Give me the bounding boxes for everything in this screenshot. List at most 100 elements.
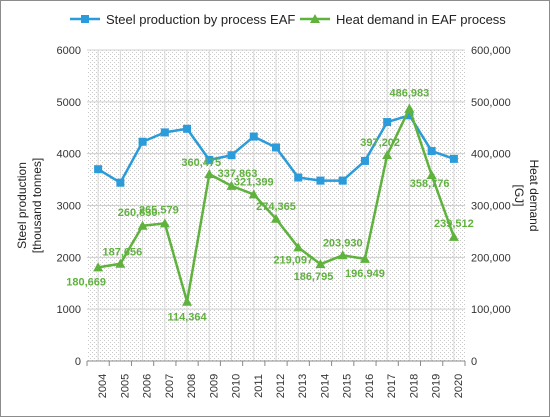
series-steel-production xyxy=(94,111,458,187)
point-heat-demand xyxy=(159,218,170,228)
point-heat-demand xyxy=(337,250,348,260)
data-label-heat-demand: 337,863 xyxy=(218,168,258,180)
point-steel-production xyxy=(227,151,236,160)
y-left-axis-title: Steel production[thousand tonnes] xyxy=(15,158,44,253)
point-heat-demand xyxy=(115,258,126,268)
point-steel-production xyxy=(449,154,458,163)
y-right-tick-label: 0 xyxy=(471,356,477,368)
data-label-heat-demand: 274,365 xyxy=(256,201,296,213)
y-left-tick-label: 5000 xyxy=(57,97,81,109)
x-tick-label: 2014 xyxy=(319,374,331,398)
x-tick-label: 2008 xyxy=(186,374,198,398)
point-heat-demand xyxy=(271,213,281,223)
point-heat-demand xyxy=(137,220,148,230)
point-steel-production xyxy=(405,111,414,120)
x-tick-label: 2012 xyxy=(275,374,287,398)
x-tick-label: 2018 xyxy=(408,374,420,398)
y-left-tick-label: 4000 xyxy=(57,149,81,161)
data-label-heat-demand: 360,475 xyxy=(181,157,221,169)
y-right-tick-label: 200,000 xyxy=(471,252,511,264)
legend-item-heat-demand: Heat demand in EAF process xyxy=(300,9,506,29)
y-right-tick-label: 100,000 xyxy=(471,304,511,316)
point-steel-production xyxy=(360,156,369,165)
x-tick-label: 2006 xyxy=(142,374,154,398)
x-tick-label: 2017 xyxy=(386,374,398,398)
point-heat-demand xyxy=(426,170,437,180)
data-label-heat-demand: 187,656 xyxy=(102,247,142,259)
point-steel-production xyxy=(427,147,436,156)
data-label-heat-demand: 186,795 xyxy=(294,271,334,283)
data-label-heat-demand: 203,930 xyxy=(323,237,363,249)
point-steel-production xyxy=(138,137,147,146)
data-label-heat-demand: 358,776 xyxy=(410,178,450,190)
point-heat-demand xyxy=(293,242,304,252)
point-steel-production xyxy=(338,176,347,185)
point-heat-demand xyxy=(404,103,415,113)
point-heat-demand xyxy=(382,150,393,160)
data-label-heat-demand: 196,949 xyxy=(345,268,385,280)
x-tick-label: 2011 xyxy=(253,374,265,398)
legend-item-steel-production: Steel production by process EAF xyxy=(70,9,295,29)
point-heat-demand xyxy=(226,180,237,190)
legend-line-triangle-marker xyxy=(300,14,330,23)
x-tick-label: 2019 xyxy=(431,374,443,398)
data-label-heat-demand: 219,097 xyxy=(273,254,313,266)
y-right-axis-title: Heat demand[GJ] xyxy=(512,159,541,231)
x-tick-label: 2010 xyxy=(231,374,243,398)
data-label-heat-demand: 239,512 xyxy=(434,218,474,230)
y-right-tick-label: 600,000 xyxy=(471,45,511,57)
data-label-heat-demand: 321,399 xyxy=(234,176,274,188)
point-heat-demand xyxy=(248,189,259,199)
point-steel-production xyxy=(183,124,192,133)
data-label-heat-demand: 260,830 xyxy=(118,207,158,219)
x-tick-label: 2007 xyxy=(164,374,176,398)
y-left-tick-label: 0 xyxy=(75,356,81,368)
point-heat-demand xyxy=(315,259,326,269)
point-steel-production xyxy=(272,143,280,152)
data-label-heat-demand: 486,983 xyxy=(390,88,430,100)
legend-label-steel-production: Steel production by process EAF xyxy=(106,11,296,27)
data-label-heat-demand: 265,579 xyxy=(139,204,179,216)
x-tick-label: 2016 xyxy=(364,374,376,398)
y-right-axis-title-line: [GJ] xyxy=(512,184,526,206)
point-heat-demand xyxy=(204,169,215,179)
y-left-tick-label: 3000 xyxy=(57,201,81,213)
point-heat-demand xyxy=(448,231,459,241)
y-right-tick-label: 400,000 xyxy=(471,149,511,161)
axes: 0 1000 2000 3000 4000 5000 6000 0 100,000 200,000… xyxy=(15,45,541,398)
x-tick-label: 2004 xyxy=(97,374,109,398)
point-steel-production xyxy=(294,173,303,182)
y-left-tick-label: 2000 xyxy=(57,252,81,264)
y-left-axis-title-line: Steel production xyxy=(15,162,29,249)
point-steel-production xyxy=(160,128,169,137)
y-left-tick-label: 6000 xyxy=(57,45,81,57)
legend: Steel production by process EAF Heat dem… xyxy=(0,9,550,29)
data-label-heat-demand: 114,364 xyxy=(167,312,207,324)
point-steel-production xyxy=(116,178,125,187)
series-heat-demand xyxy=(93,103,459,306)
data-label-heat-demand: 180,669 xyxy=(66,276,106,288)
data-label-heat-demand: 397,202 xyxy=(360,137,400,149)
x-tick-label: 2020 xyxy=(453,374,465,398)
y-left-tick-label: 1000 xyxy=(57,304,81,316)
legend-label-heat-demand: Heat demand in EAF process xyxy=(336,11,506,27)
x-tick-label: 2009 xyxy=(208,374,220,398)
point-heat-demand xyxy=(359,253,370,263)
point-steel-production xyxy=(383,118,392,127)
legend-line-square-marker xyxy=(70,15,100,23)
point-steel-production xyxy=(249,132,258,141)
x-tick-label: 2015 xyxy=(342,374,354,398)
gridlines xyxy=(87,49,465,361)
y-right-axis-title-line: Heat demand xyxy=(527,159,541,231)
x-tick-label: 2013 xyxy=(297,374,309,398)
point-heat-demand xyxy=(182,296,193,306)
x-tick-label: 2005 xyxy=(119,374,131,398)
point-steel-production xyxy=(205,155,214,164)
y-right-tick-label: 300,000 xyxy=(471,201,511,213)
point-steel-production xyxy=(94,165,103,174)
y-left-axis-title-line: [thousand tonnes] xyxy=(30,158,44,253)
point-steel-production xyxy=(316,176,325,185)
point-heat-demand xyxy=(93,262,104,272)
